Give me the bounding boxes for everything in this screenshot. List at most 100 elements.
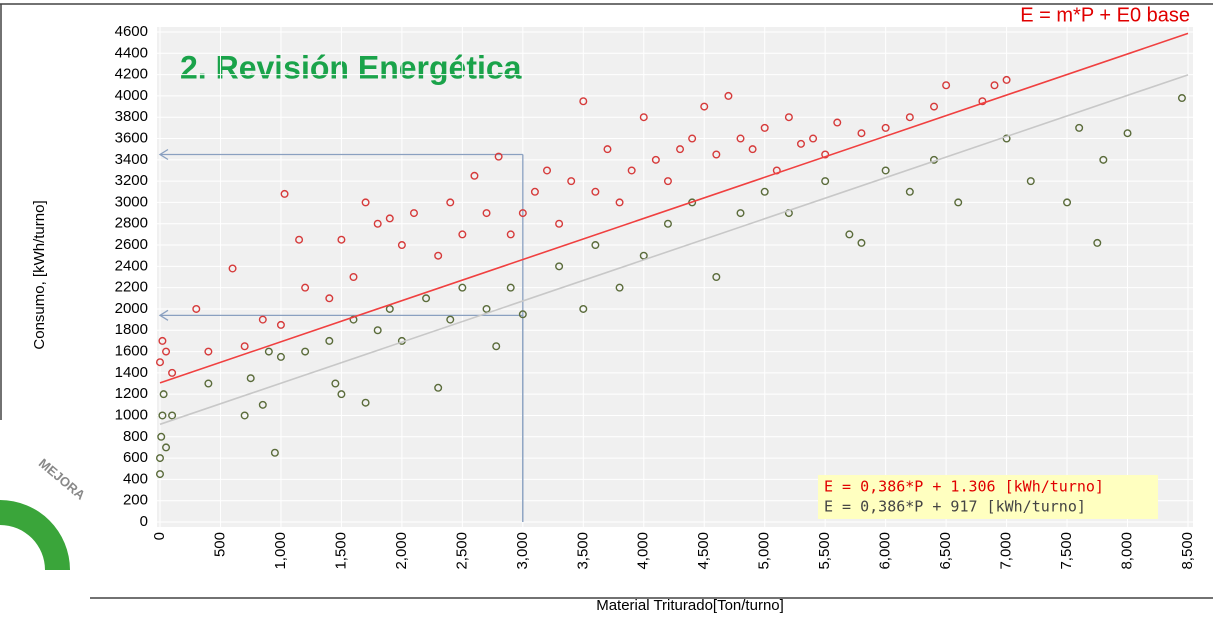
point bbox=[990, 81, 999, 90]
point bbox=[361, 198, 370, 207]
x-tick-label: 5,500 bbox=[816, 532, 833, 570]
point bbox=[748, 145, 757, 154]
point bbox=[446, 315, 455, 324]
point bbox=[639, 251, 648, 260]
point bbox=[639, 113, 648, 122]
y-tick-label: 4000 bbox=[115, 87, 148, 104]
point bbox=[434, 251, 443, 260]
x-tick-label: 1,500 bbox=[332, 532, 349, 570]
y-tick-label: 3400 bbox=[115, 151, 148, 168]
point bbox=[276, 320, 285, 329]
legend-entry: E = 0,386*P + 1.306 [kWh/turno] bbox=[824, 478, 1104, 496]
point bbox=[385, 214, 394, 223]
point bbox=[905, 187, 914, 196]
point bbox=[1177, 94, 1186, 103]
y-tick-label: 3000 bbox=[115, 193, 148, 210]
point bbox=[712, 273, 721, 282]
point bbox=[325, 294, 334, 303]
point bbox=[821, 177, 830, 186]
point bbox=[700, 102, 709, 111]
point bbox=[881, 123, 890, 132]
point bbox=[905, 113, 914, 122]
point bbox=[385, 304, 394, 313]
x-tick-label: 0 bbox=[151, 532, 168, 540]
point bbox=[280, 189, 289, 198]
y-tick-label: 800 bbox=[123, 428, 148, 445]
fit-line bbox=[159, 74, 1189, 426]
point bbox=[301, 283, 310, 292]
y-tick-label: 1800 bbox=[115, 321, 148, 338]
point bbox=[736, 134, 745, 143]
x-tick-label: 3,000 bbox=[514, 532, 531, 570]
guide-arrow bbox=[158, 148, 169, 161]
point bbox=[627, 166, 636, 175]
point bbox=[240, 411, 249, 420]
y-tick-label: 400 bbox=[123, 470, 148, 487]
badge: MEJORA bbox=[0, 455, 89, 570]
point bbox=[258, 315, 267, 324]
point bbox=[978, 97, 987, 106]
point bbox=[470, 171, 479, 180]
y-tick-label: 1400 bbox=[115, 364, 148, 381]
point bbox=[155, 470, 164, 479]
point bbox=[506, 283, 515, 292]
point bbox=[158, 336, 167, 345]
point bbox=[270, 448, 279, 457]
point bbox=[724, 91, 733, 100]
point bbox=[1026, 177, 1035, 186]
y-tick-label: 3600 bbox=[115, 129, 148, 146]
y-tick-label: 4400 bbox=[115, 44, 148, 61]
point bbox=[204, 347, 213, 356]
point bbox=[1093, 238, 1102, 247]
point bbox=[162, 347, 171, 356]
point bbox=[204, 379, 213, 388]
x-tick-label: 8,000 bbox=[1118, 532, 1135, 570]
x-tick-label: 8,500 bbox=[1179, 532, 1196, 570]
point bbox=[760, 123, 769, 132]
fit-line bbox=[159, 32, 1189, 384]
chart-title: 2. Revisión Energética bbox=[180, 49, 522, 85]
point bbox=[615, 283, 624, 292]
x-tick-label: 4,500 bbox=[695, 532, 712, 570]
formula: E = m*P + E0 base bbox=[1020, 4, 1190, 26]
x-tick-label: 7,000 bbox=[998, 532, 1015, 570]
point bbox=[373, 326, 382, 335]
y-tick-label: 3800 bbox=[115, 108, 148, 125]
point bbox=[162, 443, 171, 452]
point bbox=[240, 342, 249, 351]
x-tick-label: 1,000 bbox=[272, 532, 289, 570]
point bbox=[301, 347, 310, 356]
x-tick-label: 3,500 bbox=[574, 532, 591, 570]
legend-box bbox=[818, 475, 1158, 519]
point bbox=[246, 374, 255, 383]
point bbox=[506, 230, 515, 239]
point bbox=[688, 134, 697, 143]
point bbox=[325, 336, 334, 345]
point bbox=[337, 235, 346, 244]
x-tick-label: 6,000 bbox=[877, 532, 894, 570]
point bbox=[1123, 129, 1132, 138]
point bbox=[1002, 134, 1011, 143]
point bbox=[857, 238, 866, 247]
y-tick-label: 2600 bbox=[115, 236, 148, 253]
point bbox=[663, 219, 672, 228]
point bbox=[954, 198, 963, 207]
point bbox=[492, 342, 501, 351]
point bbox=[446, 198, 455, 207]
point bbox=[845, 230, 854, 239]
point bbox=[518, 209, 527, 218]
point bbox=[397, 241, 406, 250]
y-tick-label: 600 bbox=[123, 449, 148, 466]
point bbox=[651, 155, 660, 164]
point bbox=[331, 379, 340, 388]
point bbox=[168, 368, 177, 377]
point bbox=[349, 273, 358, 282]
point bbox=[337, 390, 346, 399]
point bbox=[784, 113, 793, 122]
y-tick-label: 4600 bbox=[115, 23, 148, 40]
point bbox=[615, 198, 624, 207]
point bbox=[518, 310, 527, 319]
point bbox=[676, 145, 685, 154]
point bbox=[591, 241, 600, 250]
